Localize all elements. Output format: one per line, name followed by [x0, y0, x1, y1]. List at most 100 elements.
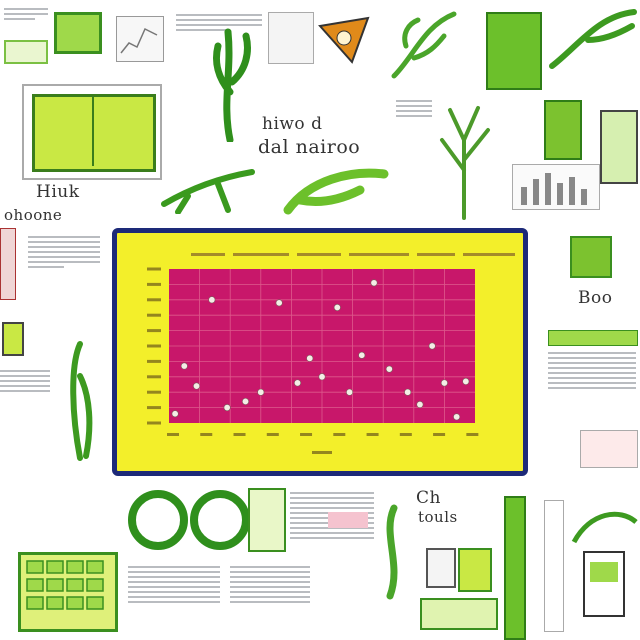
- robot-vine-icon: [571, 511, 638, 617]
- red-strip: [0, 228, 16, 300]
- x-tick-smudge: [366, 433, 379, 436]
- tall-green-bar: [504, 496, 526, 640]
- green-thumbnail: [4, 40, 48, 64]
- tree-branch-icon: [440, 106, 490, 220]
- text-snippet: [128, 566, 220, 606]
- right-scribble-label: Boo: [578, 288, 613, 308]
- chart-title-blur: [191, 253, 515, 256]
- title-smudge: [191, 253, 225, 256]
- scatter-point: [294, 379, 302, 387]
- x-tick-smudge: [333, 433, 346, 436]
- scatter-point: [416, 401, 424, 409]
- small-green-tile: [2, 322, 24, 356]
- scatter-point: [208, 296, 216, 304]
- x-tick-smudge: [300, 433, 313, 436]
- green-pattern-panel: [486, 12, 542, 90]
- y-tick-smudge: [147, 329, 161, 333]
- text-snippet: [548, 352, 636, 392]
- bar-chart-thumbnail: [512, 164, 600, 210]
- green-vine-icon: [391, 11, 457, 79]
- green-grid-panel: [18, 552, 118, 632]
- scatter-point: [358, 351, 366, 359]
- left-scribble-sub: ohoone: [4, 206, 63, 224]
- orange-shield-icon: [318, 16, 370, 64]
- y-tick-smudge: [147, 267, 161, 271]
- green-plant-icon: [213, 28, 251, 142]
- scatter-point: [333, 304, 341, 312]
- scatter-point: [370, 279, 378, 287]
- chart-grid: [169, 269, 475, 423]
- leaf-vine-icon: [549, 9, 637, 69]
- scatter-point: [171, 410, 179, 418]
- y-tick-smudge: [147, 406, 161, 410]
- text-snippet: [396, 100, 432, 120]
- green-square: [570, 236, 612, 278]
- grasshopper-icon: [161, 169, 255, 214]
- green-card: [544, 100, 582, 160]
- title-smudge: [349, 253, 409, 256]
- pink-document: [580, 430, 638, 468]
- scribble-heading: hiwo d: [262, 114, 323, 134]
- green-screen-thumbnail: [54, 12, 102, 54]
- gray-card: [600, 110, 638, 184]
- text-snippet: [28, 236, 100, 271]
- device-frame: [22, 84, 162, 180]
- bottom-scribble-sub: touls: [418, 508, 458, 526]
- x-label-smudge: [312, 451, 332, 454]
- bottom-scribble-label: Ch: [416, 488, 441, 508]
- scatter-point: [428, 342, 436, 350]
- leaf-sprout-icon: [283, 168, 389, 215]
- scatter-point: [193, 382, 201, 390]
- y-tick-smudge: [147, 344, 161, 348]
- scatter-chart: [147, 253, 515, 454]
- title-smudge: [417, 253, 455, 256]
- scatter-point: [306, 354, 314, 362]
- y-tick-smudge: [147, 282, 161, 286]
- grid-pattern-icon: [26, 560, 104, 610]
- text-snippet: [4, 8, 48, 23]
- text-snippet: [230, 566, 310, 606]
- x-tick-smudge: [399, 433, 412, 436]
- x-tick-smudge: [200, 433, 213, 436]
- y-tick-smudge: [147, 421, 161, 425]
- mini-line-icon: [120, 27, 158, 54]
- small-doc-tile: [426, 548, 456, 588]
- scatter-point: [257, 388, 265, 396]
- green-bar: [548, 330, 638, 346]
- scatter-point: [275, 299, 283, 307]
- document-thumbnail: [268, 12, 314, 64]
- title-smudge: [297, 253, 341, 256]
- y-tick-smudge: [147, 390, 161, 394]
- x-tick-smudge: [266, 433, 279, 436]
- scatter-point: [242, 397, 250, 405]
- scatter-point: [385, 365, 393, 373]
- x-tick-smudge: [433, 433, 446, 436]
- scribble-label: dal nairoo: [258, 136, 361, 158]
- text-snippet: [176, 14, 262, 34]
- x-axis-label-blur: [312, 451, 332, 454]
- x-tick-smudge: [167, 433, 179, 436]
- green-figure-icon: [70, 341, 93, 461]
- screen-divider: [92, 96, 94, 166]
- green-phone-tile: [248, 488, 286, 552]
- green-screen: [32, 94, 156, 172]
- scatter-point: [404, 388, 412, 396]
- title-smudge: [233, 253, 289, 256]
- y-tick-smudge: [147, 313, 161, 317]
- pink-chart-strip: [328, 512, 368, 528]
- scatter-point: [462, 377, 470, 385]
- mini-bars-icon: [521, 173, 587, 205]
- y-axis-tick-marks: [147, 267, 161, 425]
- green-lizard-icon: [386, 504, 398, 600]
- x-axis-tick-marks: [167, 433, 479, 436]
- green-rings-icon: [128, 490, 250, 550]
- tall-white-bar: [544, 500, 564, 632]
- y-tick-smudge: [147, 359, 161, 363]
- small-green-phone: [458, 548, 492, 592]
- title-smudge: [463, 253, 515, 256]
- y-tick-smudge: [147, 375, 161, 379]
- left-scribble-label: Hiuk: [36, 182, 80, 202]
- scatter-point: [180, 362, 188, 370]
- x-tick-smudge: [233, 433, 246, 436]
- data-points: [171, 279, 470, 421]
